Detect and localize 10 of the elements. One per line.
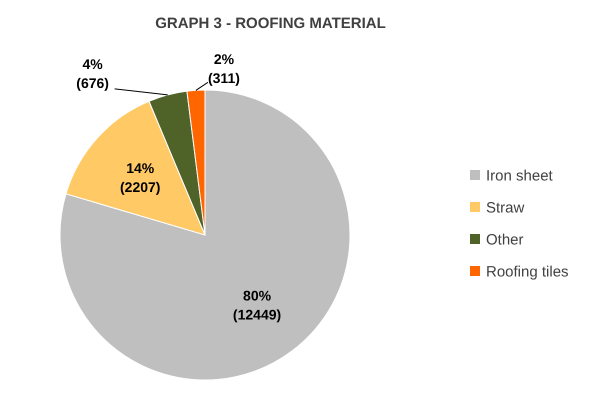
pie-slice <box>60 90 350 380</box>
legend-label: Roofing tiles <box>486 263 569 280</box>
legend-label: Straw <box>486 199 525 216</box>
data-label: 80% (12449) <box>232 288 282 323</box>
data-label: 4% (676) <box>76 56 109 91</box>
legend-label: Iron sheet <box>486 167 554 184</box>
legend-label: Other <box>486 231 524 248</box>
chart-title: GRAPH 3 - ROOFING MATERIAL <box>155 15 386 32</box>
data-label: 2% (311) <box>208 51 240 86</box>
data-label: 14% (2207) <box>120 160 160 195</box>
